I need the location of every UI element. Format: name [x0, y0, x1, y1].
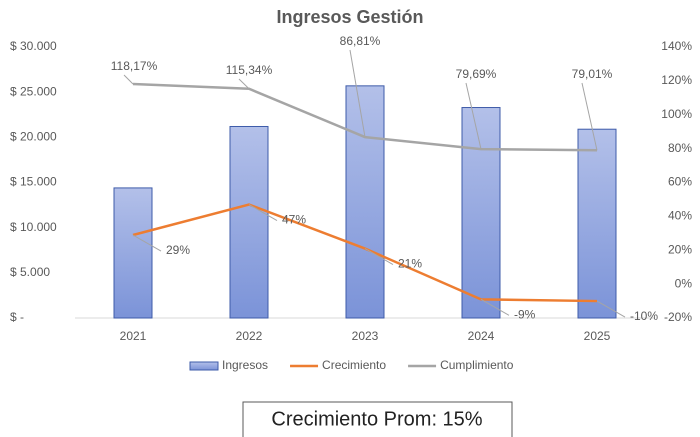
y2-tick-label: -20% [664, 310, 692, 324]
legend-label: Cumplimiento [440, 358, 514, 372]
legend-label: Crecimiento [322, 358, 386, 372]
bar [577, 128, 617, 319]
y2-tick-label: 100% [661, 107, 692, 121]
leader-line [581, 82, 598, 151]
leader-line [132, 234, 162, 252]
legend-swatch [189, 361, 219, 371]
data-label: 115,34% [226, 63, 273, 77]
leader-line [480, 298, 510, 316]
data-label: 21% [398, 257, 422, 271]
y2-tick-label: 60% [668, 175, 692, 189]
y-tick-label: $ 25.000 [10, 84, 57, 98]
data-label: -10% [630, 309, 658, 323]
y-tick-label: $ 5.000 [10, 265, 50, 279]
leader-line [248, 204, 278, 221]
y2-tick-label: 40% [668, 209, 692, 223]
data-label: 47% [282, 213, 306, 227]
y2-tick-label: 80% [668, 141, 692, 155]
chart-title: Ingresos Gestión [276, 7, 423, 27]
x-tick-label: 2023 [352, 329, 379, 343]
annotation-box [242, 401, 513, 437]
y2-tick-label: 120% [661, 73, 692, 87]
x-tick-label: 2022 [236, 329, 263, 343]
y2-tick-label: 140% [661, 39, 692, 53]
y-tick-label: $ - [10, 310, 24, 324]
annotation: Crecimiento Prom: 15% [271, 408, 482, 430]
x-tick-label: 2025 [584, 329, 611, 343]
data-label: 118,17% [111, 59, 158, 73]
x-tick-label: 2021 [120, 329, 147, 343]
data-label: -9% [514, 308, 536, 322]
leader-line [465, 82, 482, 150]
y2-tick-label: 20% [668, 242, 692, 256]
bar [229, 125, 269, 319]
line [132, 82, 598, 152]
y-tick-label: $ 20.000 [10, 130, 57, 144]
leader-line [596, 300, 626, 318]
bar [461, 107, 501, 319]
data-label: 86,81% [340, 34, 381, 48]
bar [113, 187, 153, 319]
legend-label: Ingresos [222, 358, 268, 372]
leader-line [349, 49, 366, 138]
data-label: 79,69% [456, 67, 497, 81]
leader-line [238, 78, 250, 90]
y-tick-label: $ 15.000 [10, 175, 57, 189]
line [132, 203, 598, 303]
leader-line [123, 74, 134, 85]
data-label: 29% [166, 243, 190, 257]
data-label: 79,01% [572, 67, 613, 81]
x-tick-label: 2024 [468, 329, 495, 343]
bar [345, 85, 385, 319]
y-tick-label: $ 30.000 [10, 39, 57, 53]
leader-line [364, 248, 394, 265]
y2-tick-label: 0% [675, 276, 693, 290]
y-tick-label: $ 10.000 [10, 220, 57, 234]
